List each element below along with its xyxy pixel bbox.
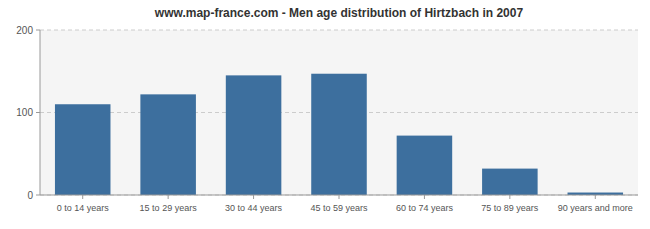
x-tick-label: 75 to 89 years: [481, 203, 539, 213]
x-tick-label: 45 to 59 years: [310, 203, 368, 213]
bar: [482, 169, 538, 195]
bar: [397, 136, 453, 195]
y-tick: [36, 112, 40, 113]
x-tick: [253, 195, 254, 199]
plot-background: [40, 30, 638, 195]
x-axis: 0 to 14 years 15 to 29 years 30 to 44 year…: [57, 195, 633, 213]
bar: [311, 74, 367, 195]
y-tick-label: 100: [16, 107, 33, 118]
x-tick: [595, 195, 596, 199]
x-tick-label: 15 to 29 years: [140, 203, 198, 213]
x-tick: [339, 195, 340, 199]
bar: [55, 104, 111, 195]
x-tick-label: 60 to 74 years: [396, 203, 454, 213]
bars: [55, 74, 623, 195]
x-tick: [509, 195, 510, 199]
y-tick-label: 200: [16, 25, 33, 36]
x-tick: [424, 195, 425, 199]
x-tick-label: 0 to 14 years: [57, 203, 110, 213]
y-tick: [36, 30, 40, 31]
chart: www.map-france.com - Men age distributio…: [0, 0, 650, 229]
y-axis: 0 100 200: [16, 25, 638, 201]
x-tick-label: 30 to 44 years: [225, 203, 283, 213]
y-axis-line: [40, 30, 41, 195]
chart-container: www.map-france.com - Men age distributio…: [0, 0, 650, 229]
grid-line: [40, 30, 638, 31]
y-tick: [36, 195, 40, 196]
x-tick-label: 90 years and more: [558, 203, 633, 213]
y-tick-label: 0: [27, 190, 33, 201]
x-tick: [82, 195, 83, 199]
bar: [226, 75, 282, 195]
title: www.map-france.com - Men age distributio…: [154, 6, 524, 20]
x-tick: [168, 195, 169, 199]
bar: [140, 94, 196, 195]
